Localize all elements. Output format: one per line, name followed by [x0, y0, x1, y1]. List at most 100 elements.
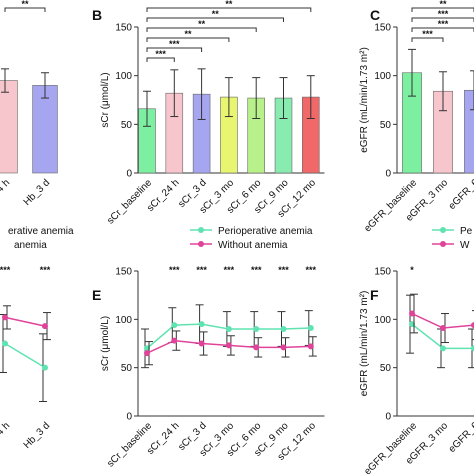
point	[171, 322, 178, 329]
y-tick-label: 50	[121, 363, 133, 374]
x-tick-label: sCr_baseline	[105, 177, 154, 226]
panel: C 0 50 100 150 eGFR (mL/min/1.73 m²) eGFR_base…	[359, 0, 474, 234]
legend-label: Pe	[460, 226, 473, 237]
panel-label: E	[92, 287, 101, 303]
point	[409, 310, 415, 317]
point	[42, 323, 48, 330]
significance-bracket	[146, 37, 230, 42]
point	[440, 325, 446, 332]
bar	[0, 80, 18, 174]
significance-label: ***	[155, 49, 166, 59]
y-tick-label: 0	[385, 169, 391, 180]
significance-bracket	[146, 17, 284, 22]
series-line	[4, 342, 46, 369]
significance-label: ***	[169, 39, 180, 49]
significance-bracket	[146, 7, 312, 12]
legend-label: anemia	[14, 240, 47, 251]
legend-marker	[440, 241, 446, 247]
significance-label: ***	[422, 29, 433, 39]
x-tick-label: sCr_baseline	[105, 420, 154, 469]
significance-label: **	[21, 0, 29, 9]
x-tick-label: eGFR_baseline	[362, 177, 419, 234]
point	[198, 321, 205, 328]
legend-marker	[198, 241, 204, 247]
y-tick-label: 100	[374, 71, 391, 82]
point	[307, 343, 314, 350]
y-tick-label: 50	[121, 120, 133, 131]
x-tick-label: Hb_3 d	[22, 177, 53, 208]
y-axis-label: eGFR (mL/min/1.73 m²)	[359, 291, 370, 397]
legend-label: erative anemia	[8, 226, 74, 237]
y-tick-label: 0	[126, 169, 132, 180]
x-tick-label: 4 h	[0, 420, 12, 438]
point	[2, 314, 8, 321]
y-tick-label: 100	[374, 315, 391, 326]
significance-bracket	[146, 27, 257, 32]
legend-marker	[198, 227, 204, 233]
significance-label: ***	[40, 265, 51, 275]
significance-bracket	[146, 57, 175, 62]
x-tick-label: 4 h	[0, 177, 12, 195]
panel: 4 h Hb_3 d **	[0, 0, 58, 208]
y-axis-label: sCr (μmol/L)	[100, 316, 111, 371]
significance-label: ***	[278, 265, 289, 275]
significance-label: **	[439, 0, 447, 9]
legend-label: W	[460, 240, 470, 251]
significance-bracket	[146, 47, 203, 52]
significance-bracket	[4, 7, 46, 12]
series-line	[4, 316, 46, 327]
significance-label: ***	[438, 19, 449, 29]
point	[198, 340, 205, 347]
y-tick-label: 150	[374, 23, 391, 34]
significance-label: ***	[251, 265, 262, 275]
y-tick-label: 0	[385, 412, 391, 423]
significance-bracket	[411, 7, 474, 12]
significance-label: *	[410, 265, 414, 275]
point	[471, 322, 474, 329]
point	[42, 364, 48, 371]
panel-label: B	[92, 7, 102, 23]
point	[471, 345, 474, 352]
significance-label: ***	[169, 265, 180, 275]
panel: 4 h Hb_3 d erative anemia anemia *** ***	[0, 226, 74, 451]
significance-label: ***	[0, 265, 11, 275]
significance-label: ***	[224, 265, 235, 275]
y-tick-label: 150	[115, 267, 132, 278]
point	[171, 337, 178, 344]
significance-label: ***	[306, 265, 317, 275]
legend-label: Without anemia	[218, 240, 288, 251]
significance-bracket	[411, 37, 444, 42]
y-tick-label: 50	[380, 363, 392, 374]
x-tick-label: Hb_3 d	[22, 420, 53, 451]
y-tick-label: 150	[374, 267, 391, 278]
significance-bracket	[411, 27, 474, 32]
significance-label: **	[225, 0, 233, 9]
panel-label: C	[370, 7, 380, 23]
y-tick-label: 100	[115, 315, 132, 326]
bar	[32, 85, 58, 174]
y-tick-label: 100	[115, 71, 132, 82]
point	[280, 344, 287, 351]
legend-marker	[440, 227, 446, 233]
point	[440, 345, 446, 352]
point	[2, 340, 8, 347]
point	[253, 344, 260, 351]
significance-label: **	[212, 9, 220, 19]
point	[225, 342, 232, 349]
significance-label: **	[198, 19, 206, 29]
x-tick-label: eGFR_6	[447, 420, 474, 455]
point	[280, 326, 287, 332]
significance-label: ***	[438, 9, 449, 19]
significance-label: ***	[196, 265, 207, 275]
point	[225, 326, 232, 332]
significance-bracket	[411, 17, 474, 22]
point	[144, 350, 150, 357]
panel-label: F	[370, 287, 379, 303]
y-tick-label: 0	[126, 412, 132, 423]
y-tick-label: 150	[115, 23, 132, 34]
y-axis-label: eGFR (mL/min/1.73 m²)	[359, 47, 370, 153]
